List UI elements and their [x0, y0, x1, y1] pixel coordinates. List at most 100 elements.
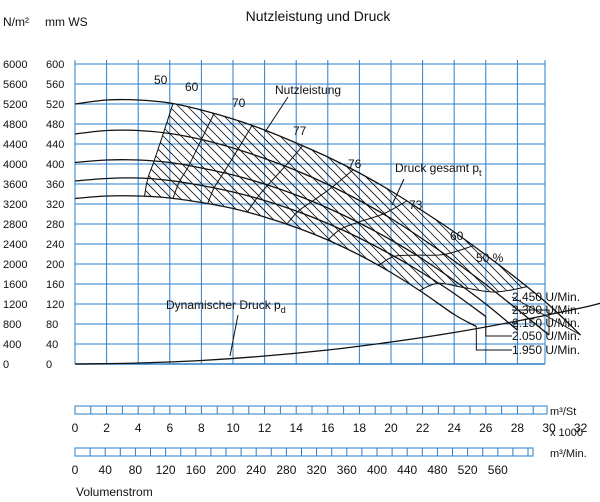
x-axis-2-tick-label: 80: [129, 463, 143, 477]
y-tick-label-nm2: 1600: [3, 279, 27, 291]
x-axis-2-tick-label: 440: [397, 463, 417, 477]
hatch-line: [144, 103, 353, 292]
x-axis-1-tick-label: 28: [511, 421, 525, 435]
hatch-line: [144, 103, 407, 292]
y-tick-label-nm2: 5600: [3, 79, 27, 91]
x-axis-title: Volumenstrom: [76, 485, 153, 499]
y-tick-label-mmws: 400: [46, 159, 64, 171]
x-axis-1-tick-label: 8: [198, 421, 205, 435]
speed-leader: [512, 322, 518, 330]
hatch-line: [144, 103, 236, 292]
hatch-line: [144, 103, 344, 292]
hatch-line: [144, 103, 443, 292]
y-tick-label-mmws: 360: [46, 179, 64, 191]
annotation-nutzleistung: Nutzleistung: [275, 83, 341, 97]
hatch-line: [144, 103, 209, 292]
annotation-dynamischer-druck: Dynamischer Druck pd: [166, 298, 286, 315]
efficiency-line: [172, 113, 215, 199]
x-axis-1-tick-label: 32: [574, 421, 588, 435]
efficiency-label: 70: [232, 96, 246, 110]
x-axis-1-unit: m³/St: [550, 406, 576, 418]
x-axis-1-tick-label: 30: [542, 421, 556, 435]
hatch-line: [144, 103, 389, 292]
speed-label: 1.950 U/Min.: [512, 343, 580, 357]
speed-curve: [74, 177, 487, 318]
power-hatched-region: [144, 103, 527, 292]
efficiency-line: [327, 200, 408, 241]
hatch-line: [144, 103, 263, 292]
chart-labels: Nutzleistung und Druck N/m² mm WS Nutzle…: [3, 8, 587, 499]
x-axis-1-tick-label: 2: [103, 421, 110, 435]
speed-leader: [475, 326, 512, 351]
x-axis-2-tick-label: 480: [427, 463, 447, 477]
efficiency-line: [144, 103, 174, 197]
hatch-line: [231, 103, 527, 292]
x-axis-1-tick-label: 12: [258, 421, 272, 435]
y-tick-label-nm2: 2000: [3, 259, 27, 271]
hatch-line: [144, 103, 326, 292]
x-axis-2-tick-label: 200: [216, 463, 236, 477]
hatch-line: [144, 103, 245, 292]
hatch-line: [144, 103, 281, 292]
y-tick-label-mmws: 80: [46, 319, 58, 331]
efficiency-line: [286, 169, 354, 225]
x-axis-2-tick-label: 400: [367, 463, 387, 477]
efficiency-label: 60: [185, 80, 199, 94]
hatch-line: [144, 103, 191, 292]
x-axis-1-tick-label: 6: [166, 421, 173, 435]
y-tick-label-nm2: 0: [3, 359, 9, 371]
x-axis-1-tick-label: 0: [72, 421, 79, 435]
speed-leader: [485, 316, 512, 337]
hatch-line: [186, 103, 488, 292]
x-axis-1-tick-label: 16: [321, 421, 335, 435]
x-axis-1-tick-label: 14: [290, 421, 304, 435]
y-tick-label-nm2: 6000: [3, 59, 27, 71]
hatch-lines: [144, 103, 527, 292]
y-tick-label-mmws: 280: [46, 219, 64, 231]
x-axis-1-tick-label: 18: [353, 421, 367, 435]
x-axis-2-tick-label: 280: [276, 463, 296, 477]
hatch-line: [222, 103, 524, 292]
y-tick-label-mmws: 160: [46, 279, 64, 291]
x-axis-1-multiplier: x 1000: [550, 427, 583, 439]
y-tick-label-mmws: 600: [46, 59, 64, 71]
efficiency-label: 73: [409, 198, 423, 212]
x-axis-2-tick-label: 160: [186, 463, 206, 477]
dynamic-leader: [229, 314, 239, 357]
y-tick-label-mmws: 480: [46, 119, 64, 131]
y-tick-label-mmws: 440: [46, 139, 64, 151]
x-axis-1-tick-label: 20: [384, 421, 398, 435]
left-axis-title-mmws: mm WS: [45, 15, 88, 29]
x-axis-1-tick-label: 10: [226, 421, 240, 435]
y-tick-label-nm2: 4800: [3, 119, 27, 131]
hatch-line: [144, 103, 290, 292]
hatch-line: [195, 103, 497, 292]
x-axis-2-tick-label: 120: [156, 463, 176, 477]
axis-ticks: 0400800120016002000240028003200360040004…: [3, 59, 588, 477]
x-axis-1-tick-label: 24: [448, 421, 462, 435]
speed-curve: [74, 98, 582, 336]
y-tick-label-nm2: 4400: [3, 139, 27, 151]
y-tick-label-mmws: 40: [46, 339, 58, 351]
efficiency-line: [419, 282, 527, 293]
y-tick-label-mmws: 120: [46, 299, 64, 311]
y-tick-label-nm2: 5200: [3, 99, 27, 111]
y-tick-label-mmws: 240: [46, 239, 64, 251]
plot-grid: [74, 60, 546, 365]
y-tick-label-mmws: 200: [46, 259, 64, 271]
y-tick-label-mmws: 560: [46, 79, 64, 91]
efficiency-line: [378, 245, 474, 266]
y-tick-label-nm2: 2400: [3, 239, 27, 251]
speed-label: 2.050 U/Min.: [512, 329, 580, 343]
dynamic-pressure-curve: [74, 302, 600, 365]
efficiency-label: 60: [450, 229, 464, 243]
speed-label: 2.300 U/Min.: [512, 303, 580, 317]
chart-title: Nutzleistung und Druck: [246, 8, 392, 24]
hatch-line: [144, 103, 335, 292]
annotation-druck-gesamt: Druck gesamt pt: [395, 161, 482, 178]
x-axis-2-tick-label: 520: [458, 463, 478, 477]
x-axis-2-tick-label: 360: [337, 463, 357, 477]
x-axis-2-tick-label: 240: [246, 463, 266, 477]
x-axis-1-tick-label: 26: [479, 421, 493, 435]
